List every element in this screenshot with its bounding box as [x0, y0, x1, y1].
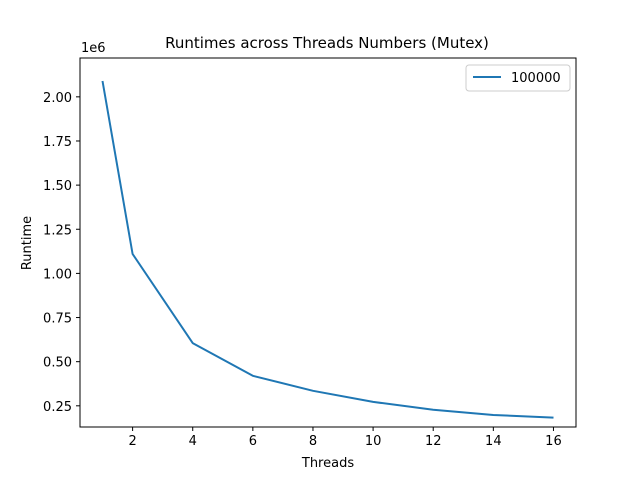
y-tick-label: 1.75 — [43, 135, 72, 150]
y-tick-label: 0.50 — [43, 356, 72, 371]
y-tick-label: 0.25 — [43, 400, 72, 415]
x-axis-title: Threads — [301, 456, 354, 471]
y-axis-title: Runtime — [20, 216, 35, 270]
x-tick-label: 14 — [485, 434, 502, 449]
x-tick-label: 2 — [128, 434, 136, 449]
chart-title: Runtimes across Threads Numbers (Mutex) — [165, 34, 489, 52]
y-tick-label: 0.75 — [43, 312, 72, 327]
y-axis: 0.25 0.50 0.75 1.00 1.25 1.50 1.75 2.00 — [43, 91, 80, 415]
legend: 100000 — [465, 64, 571, 92]
x-tick-label: 12 — [425, 434, 442, 449]
y-tick-label: 1.25 — [43, 223, 72, 238]
x-tick-label: 6 — [249, 434, 257, 449]
x-tick-label: 8 — [309, 434, 317, 449]
x-tick-label: 4 — [189, 434, 197, 449]
plot-frame — [79, 57, 577, 428]
x-tick-label: 10 — [365, 434, 382, 449]
y-tick-label: 1.50 — [43, 179, 72, 194]
plot-area — [79, 57, 577, 428]
series-line — [101, 80, 554, 419]
legend-label: 100000 — [511, 71, 561, 86]
y-offset-label: 1e6 — [81, 41, 106, 56]
legend-box — [465, 64, 571, 92]
y-tick-label: 2.00 — [43, 91, 72, 106]
x-tick-label: 16 — [545, 434, 562, 449]
y-tick-label: 1.00 — [43, 267, 72, 282]
series-layer — [101, 80, 554, 419]
x-axis: 2 4 6 8 10 12 14 16 — [128, 427, 562, 449]
